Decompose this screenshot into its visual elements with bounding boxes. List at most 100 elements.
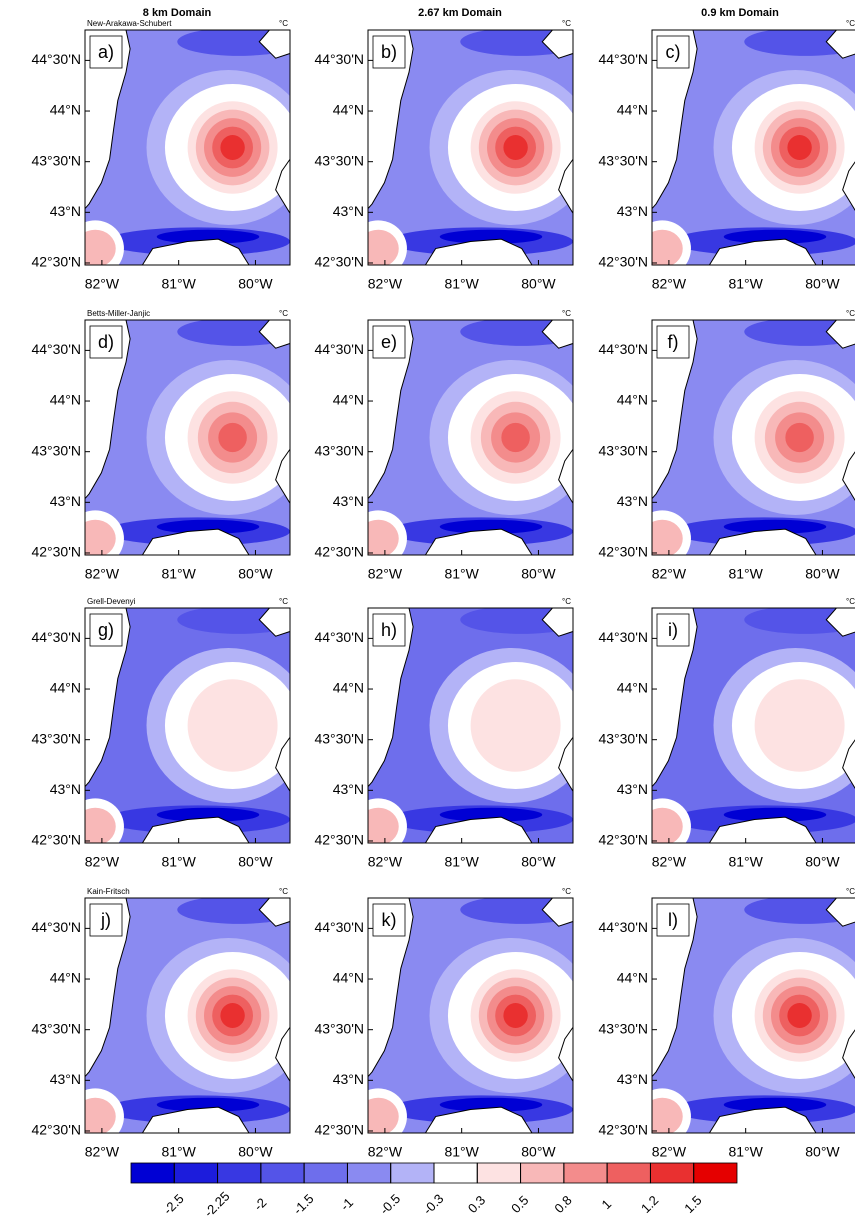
lat-label: 43°N [333,493,364,509]
field-bl [368,1097,399,1133]
lat-label: 43°30'N [598,1020,648,1036]
field-core [787,135,812,160]
field-band [723,1097,827,1112]
lon-label: 81°W [728,566,763,582]
lat-label: 42°30'N [314,1122,364,1138]
lat-label: 44°30'N [31,919,81,935]
lon-label: 80°W [521,566,556,582]
field-core [787,1003,812,1028]
colorbar-box [217,1162,262,1184]
lon-label: 80°W [521,276,556,292]
panel-letter: d) [98,332,114,352]
lon-label: 81°W [444,1144,479,1160]
map-frame [651,319,855,556]
field-bl [368,807,399,843]
colorbar-box [130,1162,175,1184]
field-bl [85,229,116,265]
unit: °C [562,309,571,318]
field-band [156,807,260,822]
lat-label: 43°30'N [598,442,648,458]
lon-label: 81°W [728,276,763,292]
panel-letter: i) [668,620,678,640]
field-band [439,229,543,244]
map-panel: b) °C 44°30'N 44°N 43°30'N 43°N 42°30'N82°W 81°… [314,19,574,292]
map-panel: l) °C 44°30'N 44°N 43°30'N 43°N 42°30'N82°W 81°… [598,887,855,1160]
panel-letter-box [372,325,406,359]
map-panel: g) °C Grell-Devenyi 44°30'N 44°N 43°30'N 43°N 4… [31,597,291,870]
lon-label: 82°W [368,854,403,870]
colorbar-box [606,1162,651,1184]
lat-label: 44°N [50,680,81,696]
colorbar-label: -1.5 [290,1191,316,1217]
colorbar-label: 1.5 [681,1193,704,1216]
lat-label: 44°30'N [314,341,364,357]
field [652,898,855,1133]
field-band [723,519,827,534]
map-panel: d) °C Betts-Miller-Janjic 44°30'N 44°N 43°30'… [31,309,291,582]
unit: °C [279,887,288,896]
field-band [723,807,827,822]
colorbar-label: -0.3 [420,1191,446,1217]
field-bl [652,519,683,555]
lon-label: 82°W [652,854,687,870]
scheme-name: New-Arakawa-Schubert [87,19,172,28]
map-frame [367,897,574,1134]
unit: °C [846,19,855,28]
field-core [218,422,247,453]
map-frame [651,897,855,1134]
panel-letter: e) [381,332,397,352]
field-band [156,229,260,244]
unit: °C [846,597,855,606]
field-band [723,229,827,244]
coastline [651,319,855,556]
coastline [651,29,855,266]
lon-label: 80°W [805,276,840,292]
lon-label: 82°W [652,276,687,292]
colorbar-label: 1 [599,1196,615,1212]
lat-label: 42°30'N [314,832,364,848]
field-bl [652,807,683,843]
lat-label: 44°30'N [314,51,364,67]
column-title: 8 km Domain [143,7,212,19]
unit: °C [279,309,288,318]
lat-label: 43°N [617,493,648,509]
lat-label: 43°30'N [31,152,81,168]
unit: °C [562,19,571,28]
map-frame [651,607,855,844]
field-core [785,422,814,453]
lat-label: 43°30'N [598,730,648,746]
field [368,30,573,265]
panel-letter-box [656,903,690,937]
colorbar-label: -2.25 [201,1188,233,1220]
lat-label: 44°N [617,102,648,118]
coastline [651,897,855,1134]
lat-label: 43°N [617,781,648,797]
lon-label: 80°W [521,1144,556,1160]
colorbar-box [347,1162,392,1184]
field-core [503,135,528,160]
lat-label: 42°30'N [314,254,364,270]
field-band [439,807,543,822]
lat-label: 43°N [333,781,364,797]
lon-label: 80°W [238,276,273,292]
map-panel: i) °C 44°30'N 44°N 43°30'N 43°N 42°30'N82°W 81°… [598,597,855,870]
lat-label: 44°N [50,102,81,118]
lon-label: 81°W [444,854,479,870]
lon-label: 82°W [85,276,120,292]
lon-label: 81°W [161,566,196,582]
panel-letter-box [656,35,690,69]
column-title: 2.67 km Domain [418,7,502,19]
map-frame [84,607,291,844]
lon-label: 80°W [805,854,840,870]
colorbar-box [563,1162,608,1184]
panel-letter: l) [668,910,678,930]
colorbar-label: 1.2 [638,1193,661,1216]
panel-letter-box [372,613,406,647]
panel-letter-box [89,903,123,937]
field-bl [652,229,683,265]
lat-label: 44°N [50,392,81,408]
unit: °C [562,597,571,606]
field [652,608,855,843]
panel-letter: a) [98,42,114,62]
lat-label: 43°N [50,781,81,797]
